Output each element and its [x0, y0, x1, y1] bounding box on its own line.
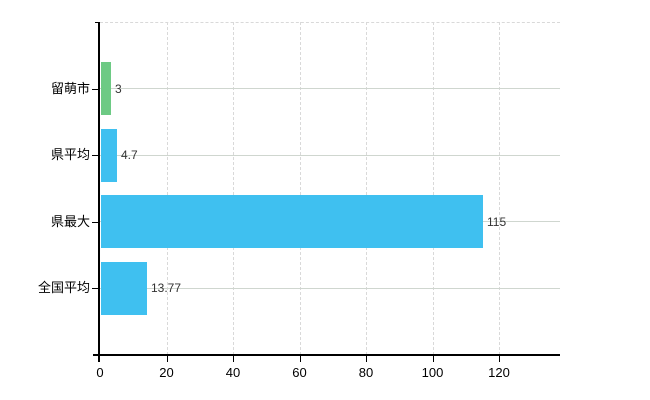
y-axis-tick [92, 155, 99, 156]
gridline-vertical [499, 22, 500, 355]
x-tick-label: 40 [225, 365, 241, 380]
x-axis-tick [366, 356, 367, 362]
y-axis-tick [92, 89, 99, 90]
x-axis-tick [233, 356, 234, 362]
bar-value-label: 13.77 [151, 281, 182, 295]
category-label: 県最大 [50, 214, 90, 229]
bar-value-label: 3 [115, 82, 122, 96]
y-axis-end-tick [95, 22, 99, 23]
x-axis [93, 354, 560, 356]
x-tick-label: 120 [488, 365, 510, 380]
x-tick-label: 20 [159, 365, 174, 380]
category-row-line [100, 287, 560, 289]
x-axis-tick [432, 356, 434, 362]
category-row-line [100, 154, 560, 156]
plot-top-border [100, 22, 560, 23]
bar-3[interactable] [101, 262, 147, 315]
gridline-vertical [432, 22, 434, 355]
x-axis-tick [499, 356, 500, 362]
x-tick-label: 80 [358, 365, 374, 380]
gridline-vertical [233, 22, 234, 355]
category-label: 全国平均 [37, 280, 90, 295]
x-axis-tick [166, 356, 168, 362]
category-row-line [100, 88, 560, 90]
bar-2[interactable] [101, 195, 483, 248]
bar-1[interactable] [101, 129, 117, 182]
x-tick-label: 0 [96, 365, 104, 380]
y-axis-tick [92, 288, 99, 289]
x-tick-label: 100 [421, 365, 444, 380]
bar-0[interactable] [101, 62, 111, 115]
x-tick-label: 60 [292, 365, 307, 380]
y-axis [98, 22, 100, 362]
category-label: 県平均 [50, 147, 90, 162]
category-label: 留萌市 [50, 81, 90, 96]
y-axis-tick [92, 222, 99, 223]
gridline-vertical [366, 22, 367, 355]
x-axis-tick [299, 356, 301, 362]
gridline-vertical [166, 22, 168, 355]
gridline-vertical [299, 22, 301, 355]
bar-value-label: 115 [487, 215, 507, 229]
bar-value-label: 4.7 [121, 148, 138, 162]
